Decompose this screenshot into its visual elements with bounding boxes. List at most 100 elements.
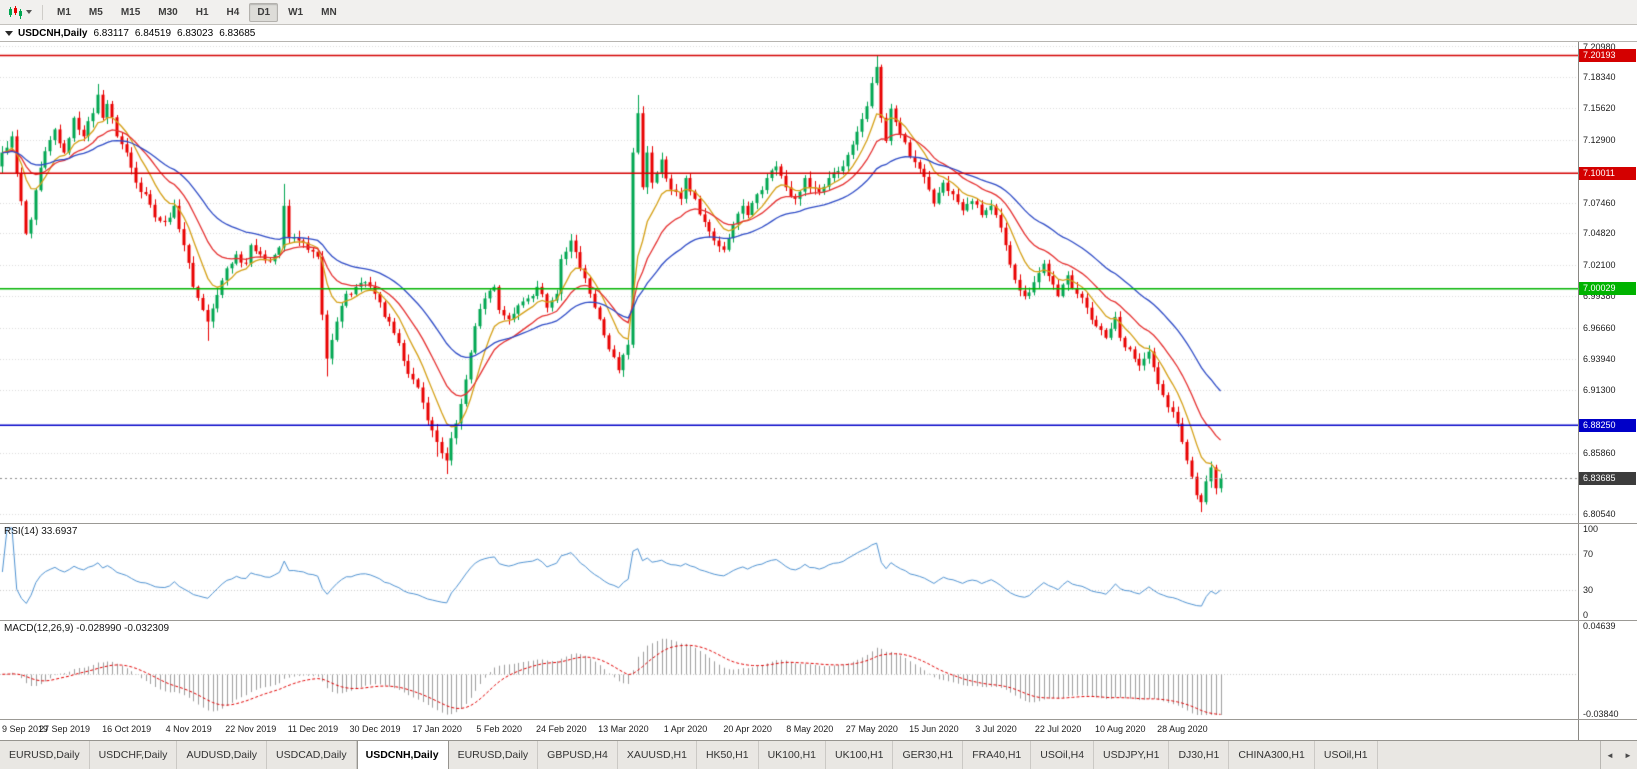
axis-tick-label: 0.04639 bbox=[1583, 621, 1616, 631]
date-label: 27 May 2020 bbox=[845, 724, 898, 734]
axis-tick-label: 0 bbox=[1583, 610, 1589, 620]
date-label: 8 May 2020 bbox=[786, 724, 834, 734]
rsi-plot: RSI(14) 33.6937 bbox=[0, 524, 1578, 620]
date-label: 4 Nov 2019 bbox=[165, 724, 212, 734]
date-label: 16 Oct 2019 bbox=[102, 724, 152, 734]
axis-tick-label: 7.07460 bbox=[1583, 197, 1616, 208]
toolbar-separator bbox=[42, 4, 43, 20]
bottom-tab-usdchf-daily[interactable]: USDCHF,Daily bbox=[90, 741, 178, 769]
bottom-tab-dj30-h1[interactable]: DJ30,H1 bbox=[1169, 741, 1230, 769]
date-label: 3 Jul 2020 bbox=[975, 724, 1017, 734]
axis-tick-label: 6.93940 bbox=[1583, 354, 1616, 365]
macd-pane: MACD(12,26,9) -0.028990 -0.032309 0.0463… bbox=[0, 620, 1637, 719]
bottom-tab-usdjpy-h1[interactable]: USDJPY,H1 bbox=[1094, 741, 1170, 769]
price-pane: 7.20980 7.18340 7.15620 7.12900 7.07460 7.048… bbox=[0, 42, 1637, 523]
bottom-tab-uk100-h1[interactable]: UK100,H1 bbox=[759, 741, 827, 769]
timeframe-button-d1[interactable]: D1 bbox=[249, 2, 279, 22]
axis-tick-label: 6.91300 bbox=[1583, 384, 1616, 395]
ohlc-high: 6.84519 bbox=[134, 27, 172, 39]
candlestick-chart-icon bbox=[9, 5, 22, 19]
date-label: 30 Dec 2019 bbox=[349, 724, 401, 734]
tab-scroll-controls: ◄ ► bbox=[1600, 741, 1637, 769]
hline-price-badge: 7.00029 bbox=[1579, 282, 1636, 296]
time-axis[interactable]: 9 Sep 2019 27 Sep 2019 16 Oct 2019 4 Nov 20… bbox=[0, 719, 1637, 740]
bottom-tab-usoil-h1[interactable]: USOil,H1 bbox=[1315, 741, 1378, 769]
axis-tick-label: 6.96660 bbox=[1583, 322, 1616, 333]
bottom-tab-xauusd-h1[interactable]: XAUUSD,H1 bbox=[618, 741, 697, 769]
bottom-tab-gbpusd-h4[interactable]: GBPUSD,H4 bbox=[538, 741, 618, 769]
hline-price-badge: 6.88250 bbox=[1579, 418, 1636, 432]
timeframe-button-h4[interactable]: H4 bbox=[226, 6, 240, 18]
rsi-canvas[interactable] bbox=[0, 524, 1578, 620]
price-axis[interactable]: 7.20980 7.18340 7.15620 7.12900 7.07460 7.048… bbox=[1578, 42, 1637, 523]
chart-titlebar: USDCNH,Daily 6.83117 6.84519 6.83023 6.8… bbox=[0, 25, 1637, 42]
chart-symbol-label: USDCNH,Daily bbox=[18, 27, 88, 39]
date-label: 11 Dec 2019 bbox=[287, 724, 339, 734]
axis-tick-label: 7.20980 bbox=[1583, 42, 1616, 52]
chevron-down-icon bbox=[26, 10, 32, 14]
tab-scroll-left-button[interactable]: ◄ bbox=[1606, 750, 1614, 760]
timeframe-button-m5[interactable]: M5 bbox=[88, 6, 103, 18]
date-label: 27 Sep 2019 bbox=[38, 724, 91, 734]
bottom-tab-audusd-daily[interactable]: AUDUSD,Daily bbox=[177, 741, 268, 769]
window-menu-icon[interactable] bbox=[5, 30, 13, 36]
bottom-tab-eurusd-daily[interactable]: EURUSD,Daily bbox=[449, 741, 539, 769]
hline-price-badge: 7.10011 bbox=[1579, 166, 1636, 180]
date-label: 22 Nov 2019 bbox=[225, 724, 277, 734]
date-label: 15 Jun 2020 bbox=[909, 724, 959, 734]
date-label: 9 Sep 2019 bbox=[2, 724, 49, 734]
time-axis-corner bbox=[1578, 720, 1637, 740]
axis-tick-label: 70 bbox=[1583, 549, 1594, 560]
timeframe-button-m30[interactable]: M30 bbox=[158, 6, 178, 18]
current-price-badge: 6.83685 bbox=[1579, 471, 1636, 485]
timeframe-button-m15[interactable]: M15 bbox=[120, 6, 141, 18]
date-label: 17 Jan 2020 bbox=[412, 724, 462, 734]
date-label: 1 Apr 2020 bbox=[663, 724, 708, 734]
axis-tick-label: 7.12900 bbox=[1583, 134, 1616, 145]
macd-canvas[interactable] bbox=[0, 621, 1578, 719]
date-label: 22 Jul 2020 bbox=[1034, 724, 1082, 734]
macd-axis: 0.04639 -0.03840 bbox=[1578, 621, 1637, 719]
main-chart-canvas[interactable] bbox=[0, 42, 1578, 523]
macd-label: MACD(12,26,9) -0.028990 -0.032309 bbox=[4, 623, 170, 634]
date-label: 28 Aug 2020 bbox=[1157, 724, 1208, 734]
bottom-tab-usdcad-daily[interactable]: USDCAD,Daily bbox=[267, 741, 357, 769]
bottom-tab-uk100-h1[interactable]: UK100,H1 bbox=[826, 741, 894, 769]
date-label: 13 Mar 2020 bbox=[598, 724, 649, 734]
rsi-axis: 100 70 30 0 bbox=[1578, 524, 1637, 620]
date-label: 20 Apr 2020 bbox=[723, 724, 772, 734]
date-label: 24 Feb 2020 bbox=[536, 724, 587, 734]
axis-tick-label: 7.04820 bbox=[1583, 228, 1616, 239]
bottom-tab-hk50-h1[interactable]: HK50,H1 bbox=[697, 741, 759, 769]
date-label: 10 Aug 2020 bbox=[1094, 724, 1146, 734]
bottom-tab-eurusd-daily[interactable]: EURUSD,Daily bbox=[0, 741, 90, 769]
hline-price-badge: 7.20193 bbox=[1579, 48, 1636, 62]
bottom-tab-china300-h1[interactable]: CHINA300,H1 bbox=[1229, 741, 1315, 769]
axis-tick-label: 6.80540 bbox=[1583, 509, 1616, 520]
macd-plot: MACD(12,26,9) -0.028990 -0.032309 bbox=[0, 621, 1578, 719]
date-label: 5 Feb 2020 bbox=[476, 724, 522, 734]
chart-type-button[interactable] bbox=[3, 4, 37, 21]
axis-tick-label: 7.18340 bbox=[1583, 71, 1616, 82]
timeframe-buttons: M1 M5 M15 M30 H1 H4 D1 W1 MN bbox=[48, 2, 346, 22]
axis-tick-label: -0.03840 bbox=[1583, 709, 1619, 719]
axis-tick-label: 7.02100 bbox=[1583, 259, 1616, 270]
timeframe-button-mn[interactable]: MN bbox=[321, 6, 337, 18]
price-plot bbox=[0, 42, 1578, 523]
bottom-tab-usoil-h4[interactable]: USOil,H4 bbox=[1031, 741, 1095, 769]
bottom-tab-ger30-h1[interactable]: GER30,H1 bbox=[893, 741, 964, 769]
tab-scroll-right-button[interactable]: ► bbox=[1624, 750, 1632, 760]
axis-tick-label: 100 bbox=[1583, 524, 1599, 534]
timeframe-button-h1[interactable]: H1 bbox=[195, 6, 209, 18]
timeframe-button-w1[interactable]: W1 bbox=[288, 6, 304, 18]
timeframe-button-m1[interactable]: M1 bbox=[57, 6, 71, 18]
chart-tab-bar: EURUSD,Daily USDCHF,Daily AUDUSD,Daily USDC… bbox=[0, 740, 1637, 769]
time-axis-labels: 9 Sep 2019 27 Sep 2019 16 Oct 2019 4 Nov 20… bbox=[0, 720, 1578, 740]
axis-tick-label: 6.99380 bbox=[1583, 291, 1616, 302]
timeframe-toolbar: M1 M5 M15 M30 H1 H4 D1 W1 MN bbox=[0, 0, 1637, 25]
axis-tick-label: 6.85860 bbox=[1583, 447, 1616, 458]
bottom-tab-usdcnh-daily[interactable]: USDCNH,Daily bbox=[356, 741, 449, 769]
ohlc-open: 6.83117 bbox=[93, 27, 129, 39]
axis-tick-label: 7.15620 bbox=[1583, 103, 1616, 114]
bottom-tab-fra40-h1[interactable]: FRA40,H1 bbox=[963, 741, 1032, 769]
